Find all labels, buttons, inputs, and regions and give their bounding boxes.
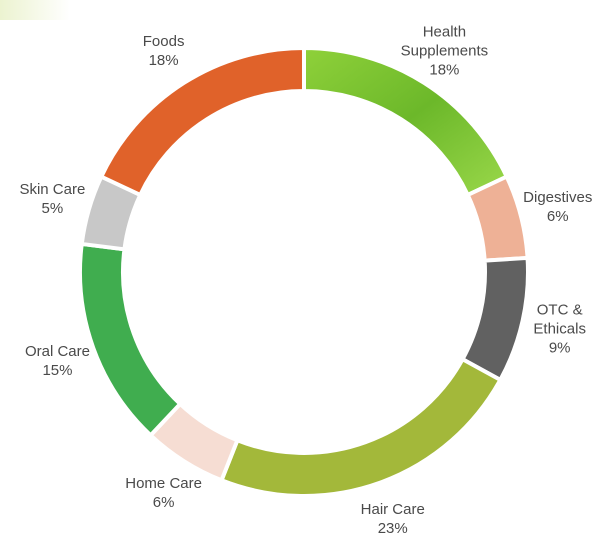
category-label: Skin Care [19,180,86,198]
value-label: 18% [429,61,460,79]
value-label: 9% [548,339,571,357]
segment-label: Digestives 6% [523,188,592,226]
category-label: Oral Care [24,342,90,360]
value-label: 18% [148,51,179,69]
category-label: Digestives [523,188,593,206]
segment-label: Oral Care 15% [25,342,90,380]
segment-label: Hair Care 23% [361,500,425,538]
donut-segment [98,45,306,198]
segment-label: Skin Care 5% [19,180,85,218]
category-label: Health Supplements [400,23,489,60]
value-label: 5% [41,199,64,217]
donut-segment [459,255,530,383]
value-label: 6% [152,494,175,512]
category-label: Home Care [125,475,202,493]
segment-label: Health Supplements 18% [394,22,494,79]
segment-label: Home Care 6% [125,474,202,512]
segment-label: Foods 18% [143,32,185,70]
category-label: Hair Care [360,500,425,518]
decoration [0,0,70,20]
segment-label: OTC & Ethicals 9% [532,301,587,358]
category-label: Foods [142,32,185,50]
value-label: 6% [546,207,569,225]
donut-segment [218,356,504,498]
donut-segment [465,173,530,263]
donut-segment [78,241,183,439]
category-label: OTC & Ethicals [533,301,586,338]
value-label: 23% [377,519,408,537]
value-label: 15% [42,361,73,379]
